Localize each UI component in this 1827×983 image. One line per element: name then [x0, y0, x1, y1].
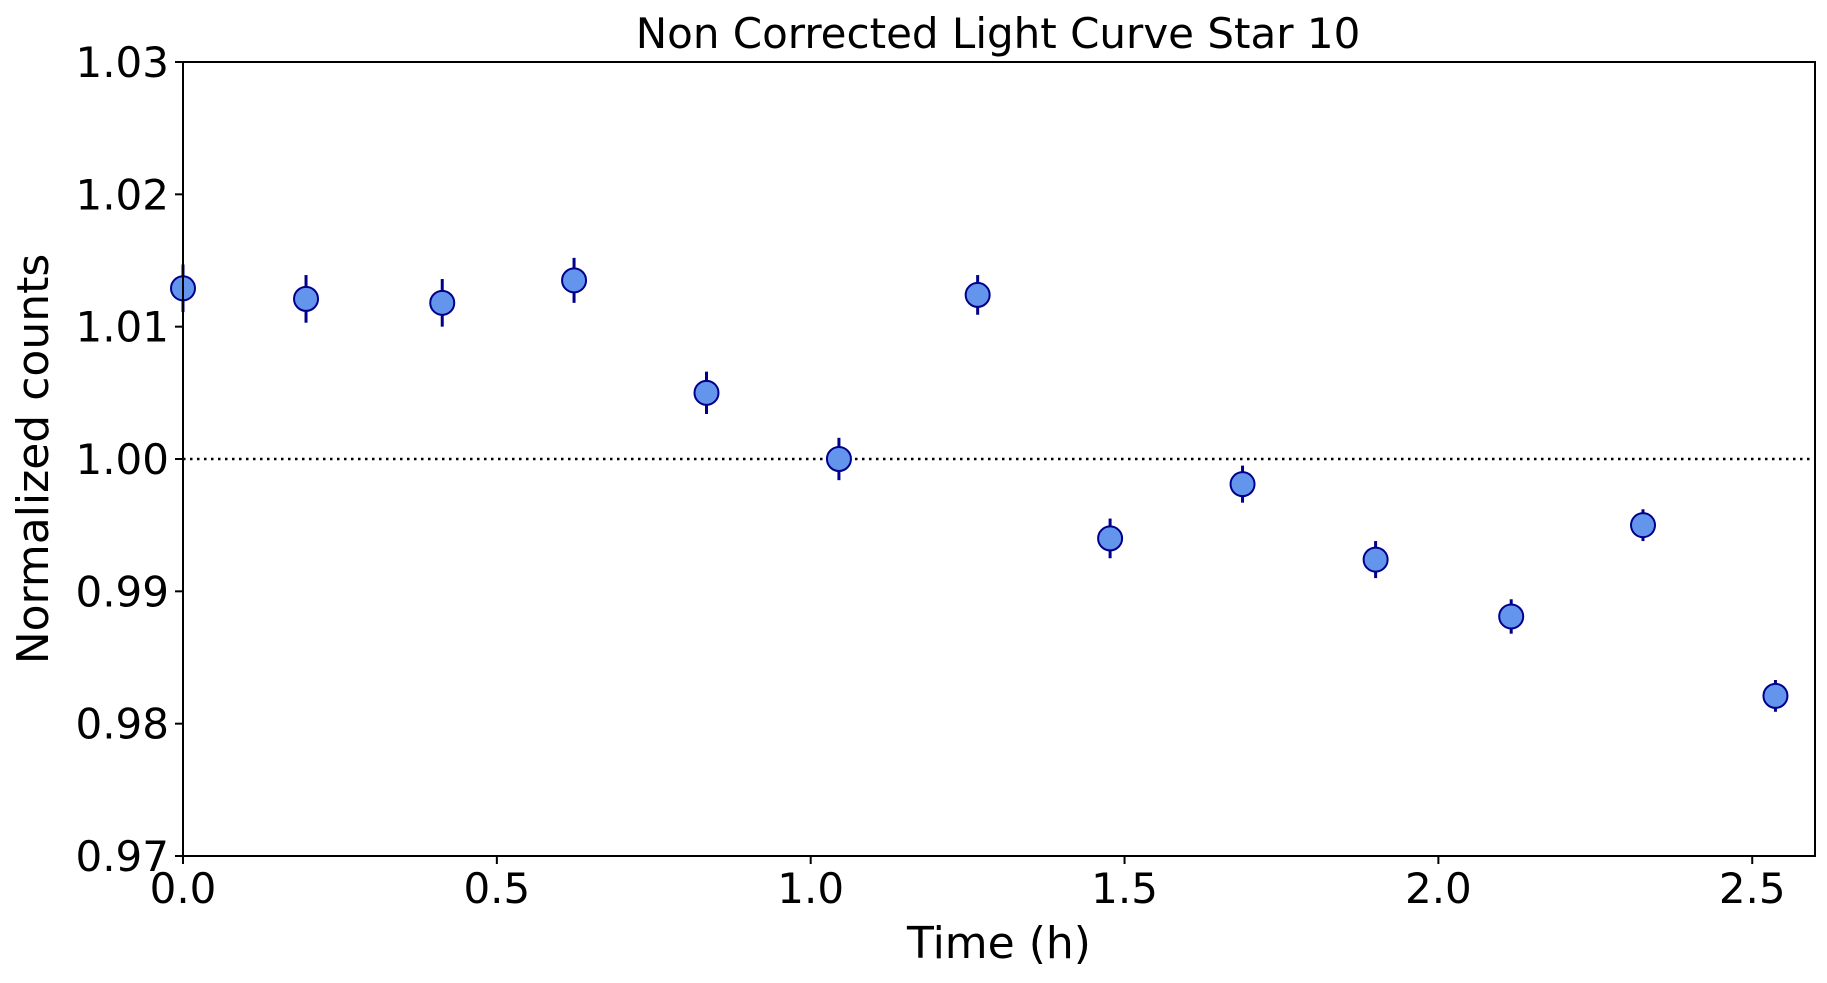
y-axis-label: Normalized counts	[8, 254, 59, 665]
y-tick-label: 0.98	[75, 700, 169, 749]
data-point	[1762, 682, 1789, 709]
data-point	[693, 379, 720, 406]
data-point	[1630, 512, 1657, 539]
x-axis-label: Time (h)	[906, 918, 1091, 969]
x-tick-label: 0.5	[463, 864, 530, 913]
data-point	[964, 281, 991, 308]
axes: 0.0 0.5 1.0 1.5 2.0 2.5 0.97 0.98 0.99 1.00 1.01 1.…	[75, 38, 1785, 913]
data-point	[429, 289, 456, 316]
y-tick-label: 1.00	[75, 435, 169, 484]
data-point	[1229, 471, 1256, 498]
x-tick-label: 1.5	[1091, 864, 1158, 913]
x-tick-label: 2.5	[1719, 864, 1786, 913]
data-point	[561, 267, 588, 294]
x-tick-label: 1.0	[777, 864, 844, 913]
chart-title: Non Corrected Light Curve Star 10	[636, 9, 1361, 58]
data-point	[825, 446, 852, 472]
y-tick-label: 1.03	[75, 38, 169, 87]
data-point	[1362, 546, 1389, 573]
plot-area	[170, 257, 1815, 712]
y-tick-label: 0.97	[75, 832, 169, 881]
data-point	[1498, 603, 1525, 630]
x-tick-label: 2.0	[1405, 864, 1472, 913]
y-tick-label: 1.01	[75, 303, 169, 352]
data-point	[293, 285, 320, 312]
y-tick-label: 0.99	[75, 567, 169, 616]
y-tick-label: 1.02	[75, 170, 169, 219]
x-tick-label: 0.0	[150, 864, 217, 913]
data-point	[1097, 525, 1124, 552]
